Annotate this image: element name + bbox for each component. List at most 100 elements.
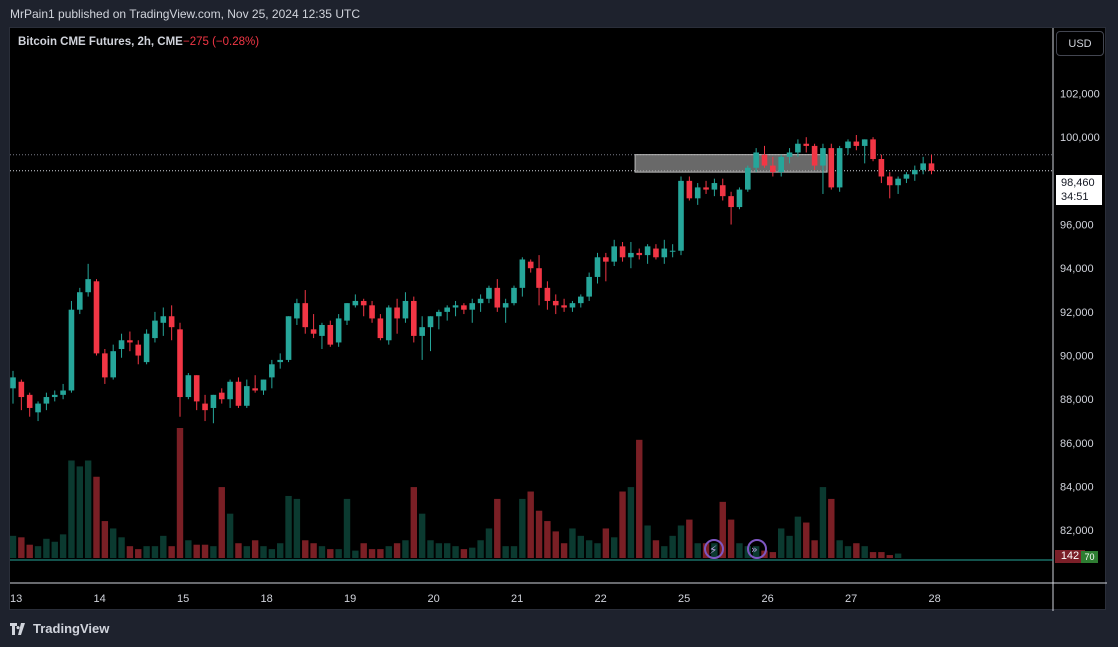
- candle-body: [43, 397, 50, 404]
- candle-body: [319, 324, 325, 336]
- x-tick-label: 26: [762, 593, 774, 605]
- volume-bar: [268, 549, 276, 558]
- candle-body: [252, 388, 258, 391]
- volume-bar: [168, 546, 175, 558]
- volume-bar: [101, 521, 109, 558]
- candle-body: [703, 187, 709, 190]
- volume-bar: [435, 543, 443, 558]
- volume-bar: [869, 552, 877, 558]
- candle-body: [828, 148, 835, 188]
- candle-body: [110, 351, 116, 378]
- volume-bar: [853, 543, 860, 558]
- candle-body: [628, 252, 634, 258]
- candle-body: [477, 298, 484, 304]
- volume-bar: [352, 550, 359, 558]
- volume-bar: [460, 549, 468, 558]
- currency-button[interactable]: USD: [1056, 31, 1104, 56]
- candle-body: [118, 340, 125, 349]
- candle-body: [210, 394, 217, 408]
- candle-body: [736, 189, 743, 208]
- volume-bar: [277, 543, 284, 558]
- volume-bar: [736, 543, 743, 558]
- volume-bar: [185, 540, 192, 558]
- candle-body: [594, 257, 601, 277]
- volume-bar: [18, 537, 25, 558]
- volume-bar: [494, 498, 501, 558]
- y-tick-label: 90,000: [1060, 351, 1094, 363]
- volume-bar: [218, 487, 225, 558]
- volume-bar: [711, 543, 718, 558]
- candle-body: [310, 329, 317, 334]
- volume-bar: [477, 540, 484, 558]
- volume-bar: [93, 476, 100, 558]
- candle-body: [678, 180, 684, 251]
- volume-bar: [385, 546, 392, 558]
- candle-body: [569, 303, 576, 308]
- tradingview-logo[interactable]: TradingView: [10, 621, 109, 636]
- candle-body: [26, 394, 33, 408]
- volume-bar: [226, 513, 234, 558]
- volume-bar: [602, 528, 610, 558]
- volume-bar: [51, 541, 58, 558]
- volume-bar: [84, 460, 92, 558]
- volume-bar: [34, 546, 42, 558]
- volume-bar: [886, 555, 893, 558]
- candle-body: [419, 327, 425, 336]
- candle-body: [10, 377, 16, 389]
- volume-bar: [151, 546, 159, 558]
- volume-bar: [636, 439, 643, 558]
- candle-body: [644, 246, 651, 256]
- candle-body: [143, 333, 150, 363]
- candle-body: [561, 305, 567, 308]
- y-tick-label: 100,000: [1060, 132, 1100, 144]
- candle-body: [511, 287, 517, 304]
- x-tick-label: 21: [511, 593, 523, 605]
- volume-bar: [444, 543, 451, 558]
- candle-body: [360, 300, 367, 306]
- candle-body: [878, 159, 885, 177]
- x-tick-label: 13: [10, 593, 22, 605]
- candle-body: [711, 183, 718, 190]
- volume-bar: [469, 547, 476, 558]
- candle-body: [402, 300, 409, 319]
- volume-bar: [811, 540, 818, 558]
- volume-bar: [293, 498, 301, 558]
- candle-body: [870, 139, 876, 160]
- candle-body: [385, 307, 392, 341]
- volume-bar: [302, 540, 309, 558]
- volume-bar: [594, 543, 601, 558]
- symbol-title: Bitcoin CME Futures, 2h, CME: [18, 36, 183, 48]
- candle-body: [619, 246, 626, 258]
- candle-body: [686, 180, 693, 199]
- chart-pane[interactable]: 104,000102,000100,00098,00096,00094,0009…: [9, 27, 1107, 611]
- candle-body: [335, 318, 342, 343]
- candle-body: [277, 359, 283, 363]
- x-tick-label: 20: [428, 593, 440, 605]
- volume-bar: [861, 546, 868, 558]
- volume-bar: [393, 543, 401, 558]
- candle-body: [519, 259, 526, 288]
- candle-body: [85, 279, 91, 293]
- candlestick-chart[interactable]: 104,000102,000100,00098,00096,00094,0009…: [10, 28, 1107, 611]
- candle-body: [285, 316, 292, 360]
- publish-header: MrPain1 published on TradingView.com, No…: [10, 7, 360, 21]
- x-tick-label: 25: [678, 593, 690, 605]
- volume-bar: [819, 487, 827, 558]
- candle-body: [502, 303, 509, 308]
- candle-body: [202, 403, 208, 411]
- volume-bar: [110, 528, 117, 558]
- candle-body: [719, 185, 726, 197]
- volume-bar: [485, 528, 493, 558]
- volume-bar: [669, 535, 676, 558]
- candle-body: [836, 148, 843, 188]
- footer-brand: TradingView: [33, 621, 110, 636]
- y-tick-label: 92,000: [1060, 307, 1094, 319]
- x-tick-label: 18: [261, 593, 273, 605]
- candle-body: [728, 196, 734, 208]
- candle-body: [603, 257, 609, 262]
- volume-bar: [135, 549, 142, 558]
- candle-body: [185, 375, 192, 398]
- candle-body: [920, 163, 926, 170]
- volume-bar: [43, 538, 50, 558]
- candle-body: [461, 305, 467, 310]
